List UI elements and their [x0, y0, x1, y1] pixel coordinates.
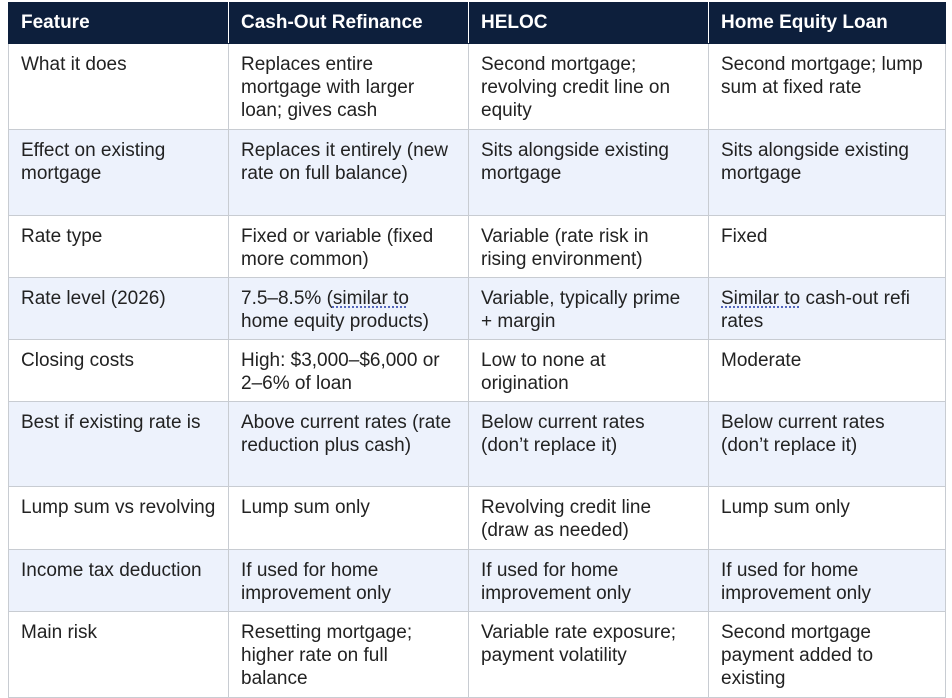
home-equity-rate-text: cash-out refi rates: [721, 288, 911, 332]
cell-feature: Rate type: [8, 215, 229, 278]
cell-cash-out: Fixed or variable (fixed more common): [228, 215, 469, 278]
cash-out-rate-text: 7.5–8.5% (: [241, 288, 333, 309]
cell-home-equity: If used for home improvement only: [708, 549, 946, 612]
cell-home-equity: Similar to cash-out refi rates: [708, 277, 946, 340]
comparison-table-container: Feature Cash-Out Refinance HELOC Home Eq…: [8, 2, 946, 698]
header-feature: Feature: [8, 2, 229, 44]
cell-heloc: Second mortgage; revolving credit line o…: [468, 43, 709, 130]
table-row: Effect on existing mortgage Replaces it …: [8, 129, 946, 216]
cell-feature: Rate level (2026): [8, 277, 229, 340]
table-row: Best if existing rate is Above current r…: [8, 401, 946, 487]
cell-heloc: Variable (rate risk in rising environmen…: [468, 215, 709, 278]
cell-home-equity: Lump sum only: [708, 486, 946, 550]
cell-feature: What it does: [8, 43, 229, 130]
cell-home-equity: Second mortgage; lump sum at fixed rate: [708, 43, 946, 130]
cell-heloc: Revolving credit line (draw as needed): [468, 486, 709, 550]
cell-cash-out: Replaces entire mortgage with larger loa…: [228, 43, 469, 130]
cell-heloc: Below current rates (don’t replace it): [468, 401, 709, 487]
similar-to-link[interactable]: Similar to: [721, 288, 801, 309]
cell-heloc: Low to none at origination: [468, 339, 709, 402]
cell-cash-out: Above current rates (rate reduction plus…: [228, 401, 469, 487]
cell-cash-out: 7.5–8.5% (similar to home equity product…: [228, 277, 469, 340]
header-cash-out-refinance: Cash-Out Refinance: [228, 2, 469, 44]
cell-heloc: Variable rate exposure; payment volatili…: [468, 611, 709, 698]
cell-cash-out: If used for home improvement only: [228, 549, 469, 612]
table-row: Lump sum vs revolving Lump sum only Revo…: [8, 486, 946, 550]
cell-feature: Income tax deduction: [8, 549, 229, 612]
loan-comparison-table: Feature Cash-Out Refinance HELOC Home Eq…: [8, 2, 946, 698]
cell-cash-out: Replaces it entirely (new rate on full b…: [228, 129, 469, 216]
cell-heloc: If used for home improvement only: [468, 549, 709, 612]
cell-cash-out: High: $3,000–$6,000 or 2–6% of loan: [228, 339, 469, 402]
cell-feature: Best if existing rate is: [8, 401, 229, 487]
cell-feature: Main risk: [8, 611, 229, 698]
header-home-equity-loan: Home Equity Loan: [708, 2, 946, 44]
cell-feature: Closing costs: [8, 339, 229, 402]
table-row: Rate type Fixed or variable (fixed more …: [8, 215, 946, 278]
cell-cash-out: Lump sum only: [228, 486, 469, 550]
table-header-row: Feature Cash-Out Refinance HELOC Home Eq…: [8, 2, 946, 44]
cell-heloc: Variable, typically prime + margin: [468, 277, 709, 340]
header-heloc: HELOC: [468, 2, 709, 44]
cell-home-equity: Below current rates (don’t replace it): [708, 401, 946, 487]
cell-home-equity: Sits alongside existing mortgage: [708, 129, 946, 216]
cell-feature: Effect on existing mortgage: [8, 129, 229, 216]
cell-cash-out: Resetting mortgage; higher rate on full …: [228, 611, 469, 698]
table-row: What it does Replaces entire mortgage wi…: [8, 43, 946, 130]
cell-feature: Lump sum vs revolving: [8, 486, 229, 550]
similar-to-link[interactable]: similar to: [332, 288, 409, 309]
cell-home-equity: Second mortgage payment added to existin…: [708, 611, 946, 698]
table-row: Rate level (2026) 7.5–8.5% (similar to h…: [8, 277, 946, 340]
cell-home-equity: Moderate: [708, 339, 946, 402]
cell-heloc: Sits alongside existing mortgage: [468, 129, 709, 216]
cell-home-equity: Fixed: [708, 215, 946, 278]
table-row: Closing costs High: $3,000–$6,000 or 2–6…: [8, 339, 946, 402]
cash-out-rate-text-end: home equity products): [241, 311, 429, 332]
table-row: Income tax deduction If used for home im…: [8, 549, 946, 612]
table-row: Main risk Resetting mortgage; higher rat…: [8, 611, 946, 698]
